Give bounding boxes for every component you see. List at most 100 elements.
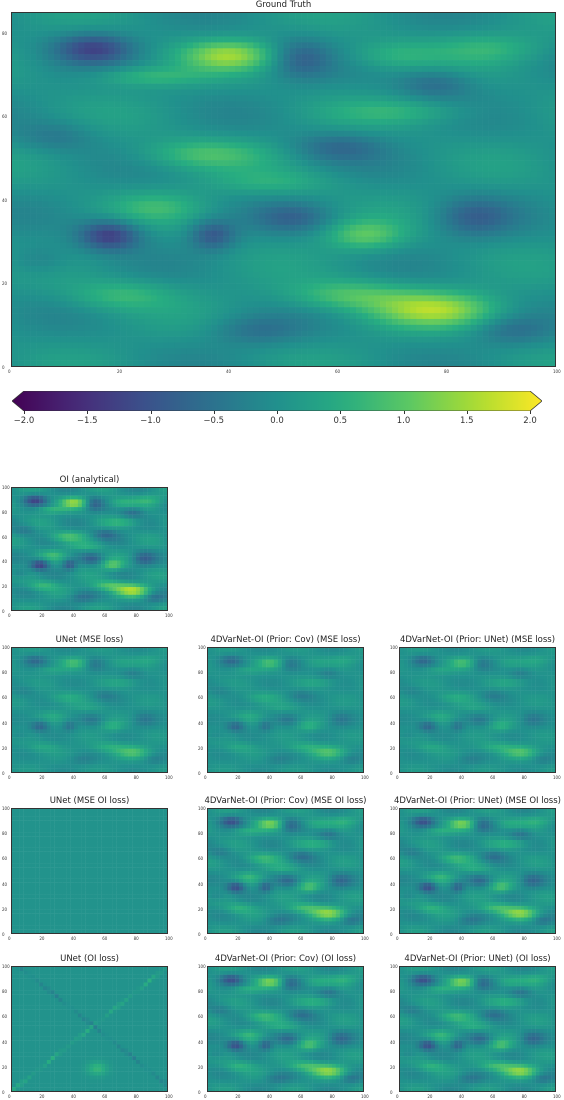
heatmap-cell xyxy=(174,42,182,49)
heatmap-cell xyxy=(90,260,97,267)
heatmap-cell xyxy=(422,295,429,302)
heatmap-cell xyxy=(24,218,31,226)
heatmap-cell xyxy=(60,65,67,73)
heatmap-cell xyxy=(132,71,140,79)
heatmap-cell xyxy=(120,242,127,249)
heatmap-cell xyxy=(138,95,146,102)
heatmap-cell xyxy=(470,83,477,90)
heatmap-cell xyxy=(313,13,321,20)
heatmap-cell xyxy=(536,295,544,302)
heatmap-cell xyxy=(186,248,194,255)
heatmap-cell xyxy=(12,107,19,114)
heatmap-cell xyxy=(404,165,411,173)
heatmap-cell xyxy=(193,265,200,273)
heatmap-cell xyxy=(325,224,333,231)
heatmap-cell xyxy=(301,230,308,237)
heatmap-cell xyxy=(458,318,465,326)
heatmap-cell xyxy=(277,201,284,208)
heatmap-cell xyxy=(78,101,85,108)
heatmap-cell xyxy=(374,65,381,73)
heatmap-cell xyxy=(464,271,471,279)
heatmap-cell xyxy=(12,265,19,273)
heatmap-cell xyxy=(500,230,508,237)
heatmap-cell xyxy=(217,148,224,155)
heatmap-cell xyxy=(313,30,321,37)
heatmap-cell xyxy=(229,283,236,290)
heatmap-cell xyxy=(78,71,85,79)
heatmap-cell xyxy=(277,130,284,137)
heatmap-cell xyxy=(60,154,67,161)
heatmap-cell xyxy=(512,318,520,326)
heatmap-cell xyxy=(186,236,194,243)
heatmap-cell xyxy=(162,271,170,279)
heatmap-cell xyxy=(283,136,290,143)
heatmap-cell xyxy=(241,283,248,290)
heatmap-cell xyxy=(530,83,538,90)
heatmap-cell xyxy=(295,289,302,296)
heatmap-cell xyxy=(416,148,423,155)
heatmap-cell xyxy=(138,283,146,290)
heatmap-cell xyxy=(446,148,453,155)
heatmap-cell xyxy=(428,189,435,196)
heatmap-cell xyxy=(295,189,302,196)
heatmap-cell xyxy=(132,183,140,190)
heatmap-cell xyxy=(518,142,526,149)
heatmap-cell xyxy=(313,54,321,61)
heatmap-cell xyxy=(349,189,357,196)
heatmap-cell xyxy=(410,13,417,20)
heatmap-cell xyxy=(168,154,176,161)
heatmap-cell xyxy=(205,113,212,120)
heatmap-cell xyxy=(530,18,538,26)
heatmap-cell xyxy=(355,48,363,55)
heatmap-cell xyxy=(205,54,212,61)
heatmap-cell xyxy=(60,265,67,273)
heatmap-cell xyxy=(343,77,351,84)
heatmap-cell xyxy=(199,271,206,279)
heatmap-cell xyxy=(518,177,526,184)
heatmap-cell xyxy=(162,236,170,243)
heatmap-cell xyxy=(168,224,176,231)
heatmap-cell xyxy=(180,101,188,108)
heatmap-cell xyxy=(271,254,278,261)
heatmap-cell xyxy=(193,230,200,237)
heatmap-cell xyxy=(66,154,73,161)
heatmap-cell xyxy=(114,277,121,284)
heatmap-cell xyxy=(205,283,212,290)
heatmap-cell xyxy=(150,24,158,31)
heatmap-cell xyxy=(199,142,206,149)
heatmap-cell xyxy=(229,83,236,90)
heatmap-cell xyxy=(223,13,230,20)
heatmap-cell xyxy=(186,301,194,308)
heatmap-cell xyxy=(536,195,544,202)
heatmap-cell xyxy=(277,77,284,84)
heatmap-cell xyxy=(162,207,170,214)
heatmap-cell xyxy=(66,83,73,90)
heatmap-cell xyxy=(398,148,405,155)
heatmap-cell xyxy=(374,230,381,237)
heatmap-cell xyxy=(265,224,272,231)
heatmap-cell xyxy=(24,160,31,167)
heatmap-cell xyxy=(410,71,417,79)
heatmap-cell xyxy=(331,113,339,120)
heatmap-cell xyxy=(18,254,25,261)
heatmap-cell xyxy=(482,65,489,73)
heatmap-cell xyxy=(271,107,278,114)
heatmap-cell xyxy=(259,42,266,49)
heatmap-cell xyxy=(30,95,37,102)
heatmap-cell xyxy=(108,60,115,67)
heatmap-cell xyxy=(313,118,321,126)
heatmap-cell xyxy=(482,130,489,137)
heatmap-cell xyxy=(205,160,212,167)
heatmap-cell xyxy=(48,177,55,184)
heatmap-cell xyxy=(343,307,351,314)
heatmap-cell xyxy=(102,324,109,331)
heatmap-cell xyxy=(313,71,321,79)
heatmap-cell xyxy=(512,142,520,149)
heatmap-cell xyxy=(229,213,236,220)
heatmap-cell xyxy=(518,165,526,173)
heatmap-cell xyxy=(277,260,284,267)
heatmap-cell xyxy=(186,142,194,149)
heatmap-cell xyxy=(313,289,321,296)
heatmap-cell xyxy=(114,336,121,343)
heatmap-cell xyxy=(217,324,224,331)
